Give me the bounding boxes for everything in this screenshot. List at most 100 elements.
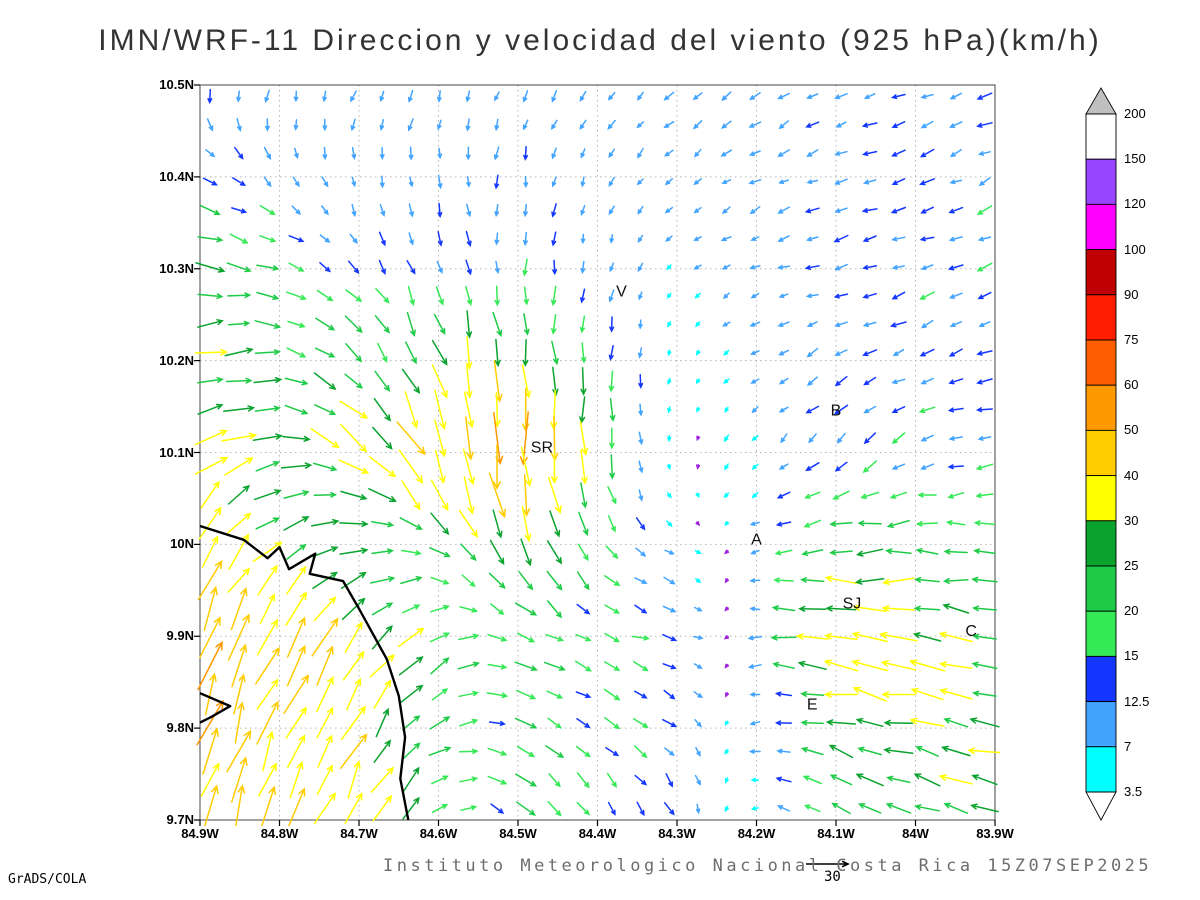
wind-arrow [801,549,824,557]
wind-arrow [852,604,887,613]
wind-arrow [948,378,964,385]
wind-arrow [398,684,424,705]
wind-arrow [284,404,309,415]
wind-arrow [662,633,678,642]
wind-arrow [259,205,276,216]
wind-arrow [431,339,448,366]
wind-arrow [494,338,501,368]
wind-arrow [945,520,966,526]
wind-arrow [431,688,449,701]
wind-arrow [310,428,340,449]
wind-arrow [750,236,760,241]
wind-arrow [724,748,729,755]
wind-arrow [939,688,973,700]
wind-arrow [408,203,414,218]
wind-arrow [230,756,248,803]
wind-arrow [825,719,857,726]
colorbar-under-triangle [1085,791,1117,821]
wind-arrow [914,804,940,812]
wind-arrow [579,396,586,424]
wind-arrow [695,378,701,385]
wind-arrow [231,207,248,214]
wind-arrow [883,719,914,727]
wind-arrow [749,321,761,327]
wind-arrow [465,285,473,307]
wind-arrow [636,121,645,129]
wind-arrow [294,147,299,160]
wind-arrow [824,575,858,585]
wind-arrow [664,747,675,757]
wind-arrow [632,660,649,672]
wind-arrow [666,492,672,499]
colorbar-label: 15 [1124,648,1139,664]
wind-arrow [339,520,369,528]
wind-arrow [551,176,557,188]
wind-arrow [749,92,761,101]
wind-arrow [199,616,221,659]
wind-arrow [975,463,994,471]
wind-arrow [666,520,673,528]
wind-arrow [749,521,761,527]
wind-arrow [774,549,793,556]
station-label: SR [531,440,553,457]
wind-arrow [259,235,277,243]
wind-arrow [369,576,396,584]
wind-arrow [576,772,590,789]
wind-arrow [799,577,825,583]
wind-arrow [235,784,246,826]
colorbar-segment [1085,384,1117,431]
x-tick-label: 84.6W [419,826,458,841]
wind-arrow [226,729,252,773]
wind-arrow [545,745,565,759]
wind-arrow [808,433,817,444]
wind-arrow [492,311,503,338]
colorbar-segment [1085,520,1117,567]
wind-arrow [313,792,337,825]
wind-arrow [369,654,396,678]
colorbar-label: 50 [1124,422,1139,438]
wind-arrow [197,403,224,415]
wind-arrow [915,548,939,555]
wind-arrow [579,119,587,131]
wind-arrow [398,656,424,676]
wind-arrow [891,432,906,445]
wind-arrow [197,640,223,691]
wind-arrow [226,262,252,273]
wind-arrow [607,119,616,130]
wind-arrow [311,546,339,558]
wind-arrow [549,510,561,538]
wind-arrow [288,235,305,243]
wind-arrow [198,506,222,540]
wind-arrow [860,491,880,499]
wind-arrow [493,411,504,466]
colorbar-segment [1085,655,1117,703]
wind-arrow [579,315,586,334]
wind-arrow [948,206,964,214]
wind-arrow [750,777,760,783]
wind-arrow [521,387,530,433]
wind-arrow [195,348,229,356]
wind-arrow [291,205,302,216]
wind-arrow [197,319,224,328]
wind-arrow [724,606,730,612]
wind-arrow [664,149,674,157]
wind-arrow [458,748,479,755]
wind-arrow [580,260,586,275]
reference-vector-label: 30 [824,869,841,885]
wind-arrow [665,773,673,788]
wind-arrow [551,340,559,366]
wind-arrow [230,586,248,631]
wind-arrow [463,391,475,429]
wind-arrow [575,745,591,758]
wind-arrow [891,378,906,385]
wind-arrow [375,707,390,738]
wind-arrow [891,406,906,413]
wind-arrow [861,207,878,214]
wind-arrow [494,203,500,218]
wind-arrow [854,577,885,585]
wind-arrow [637,234,644,243]
wind-arrow [920,319,934,329]
wind-arrow [316,706,334,739]
wind-arrow [663,802,675,816]
